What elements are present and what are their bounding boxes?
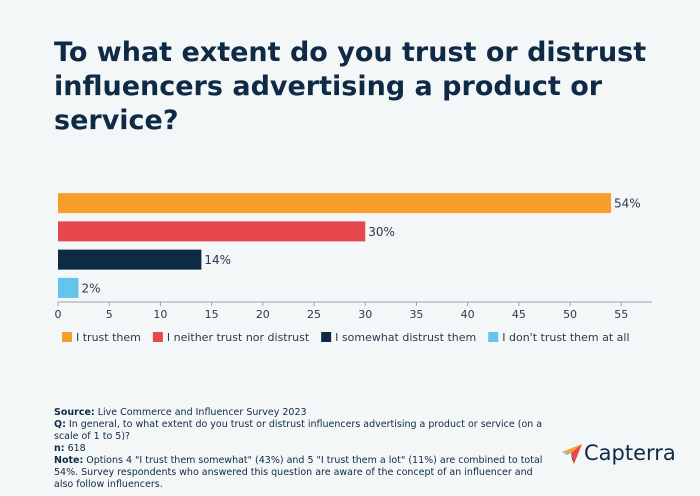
n-label: n: (54, 443, 65, 454)
legend-label: I somewhat distrust them (335, 331, 476, 344)
footer: Source: Live Commerce and Influencer Sur… (54, 407, 549, 491)
x-tick-label: 30 (358, 308, 372, 321)
chart-title: To what extent do you trust or distrust … (54, 37, 647, 136)
logo-icon (562, 444, 582, 464)
x-tick-label: 15 (205, 308, 219, 321)
question: Q: In general, to what extent do you tru… (54, 419, 549, 443)
legend-label: I trust them (76, 331, 141, 344)
source: Source: Live Commerce and Influencer Sur… (54, 407, 549, 419)
x-tick-label: 5 (106, 308, 113, 321)
note-label: Note: (54, 455, 84, 466)
legend-label: I don't trust them at all (502, 331, 629, 344)
source-label: Source: (54, 407, 95, 418)
x-tick-label: 10 (153, 308, 167, 321)
value-label: 54% (614, 197, 641, 211)
x-tick-label: 40 (461, 308, 475, 321)
legend-swatch (488, 332, 499, 342)
x-tick-label: 50 (563, 308, 577, 321)
x-tick-label: 0 (55, 308, 62, 321)
note-text: Options 4 "I trust them somewhat" (43%) … (54, 455, 543, 490)
logo-text: Capterra (584, 441, 676, 465)
x-tick-label: 20 (256, 308, 270, 321)
legend-label: I neither trust nor distrust (167, 331, 310, 344)
legend-swatch (321, 332, 332, 342)
value-label: 30% (368, 225, 395, 239)
x-tick-label: 55 (614, 308, 628, 321)
question-text: In general, to what extent do you trust … (54, 419, 543, 442)
legend-swatch (62, 332, 72, 342)
note: Note: Options 4 "I trust them somewhat" … (54, 455, 549, 491)
value-label: 2% (81, 281, 100, 295)
x-tick-label: 25 (307, 308, 321, 321)
bar (58, 221, 366, 242)
chart: 0 5 10 15 20 25 30 35 40 45 50 55 54% 30% 14% 2% I trust… (55, 193, 652, 344)
x-tick-label: 35 (409, 308, 423, 321)
bar (58, 277, 79, 298)
bar (58, 193, 612, 214)
legend-swatch (152, 332, 163, 342)
question-label: Q: (54, 419, 66, 430)
x-tick-label: 45 (512, 308, 526, 321)
bar (58, 249, 202, 270)
source-text: Live Commerce and Influencer Survey 2023 (97, 407, 307, 418)
sample-size: n: 618 (54, 443, 549, 455)
n-text: 618 (67, 443, 86, 454)
value-label: 14% (204, 253, 231, 267)
